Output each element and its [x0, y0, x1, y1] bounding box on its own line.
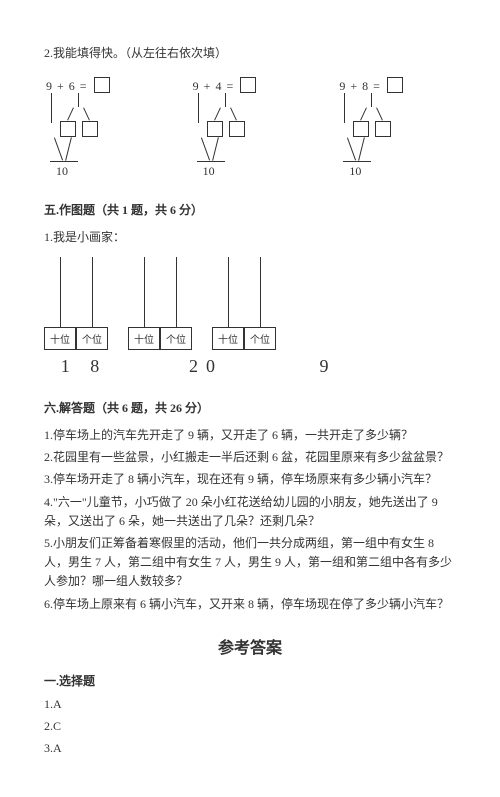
q6-1: 1.停车场上的汽车先开走了 9 辆，又开走了 6 辆，一共开走了多少辆？	[44, 426, 456, 445]
section-5-heading: 五.作图题（共 1 题，共 6 分）	[44, 201, 456, 218]
q6-2: 2.花园里有一些盆景，小红搬走一半后还剩 6 盆，花园里原来有多少盆盆景？	[44, 448, 456, 467]
eq-2: 9 + 4 = 10	[191, 75, 310, 179]
section-6-heading: 六.解答题（共 6 题，共 26 分）	[44, 399, 456, 416]
place-ten: 十位	[212, 327, 244, 350]
abacus-2: 十位 个位	[128, 257, 192, 350]
abacus-1: 十位 个位	[44, 257, 108, 350]
abacus-numbers: 1 8 20 9	[44, 356, 456, 377]
section-5-q1: 1.我是小画家：	[44, 228, 456, 245]
eq-2-ten: 10	[203, 164, 215, 179]
eq-3: 9 + 8 = 10	[337, 75, 456, 179]
ans-1: 1.A	[44, 695, 456, 714]
eq-2-expr: 9 + 4 =	[193, 77, 257, 94]
answers-sec1: 一.选择题	[44, 672, 456, 689]
eq-3-ten: 10	[349, 164, 361, 179]
abacus-3: 十位 个位	[212, 257, 276, 350]
place-one: 个位	[76, 327, 108, 350]
abacus-row: 十位 个位 十位 个位 十位 个位	[44, 257, 456, 350]
eq-1-expr: 9 + 6 =	[46, 77, 110, 94]
eq-1: 9 + 6 = 10	[44, 75, 163, 179]
equation-row: 9 + 6 = 10 9 + 4 = 10 9 + 8 = 10	[44, 75, 456, 179]
place-ten: 十位	[44, 327, 76, 350]
q6-5: 5.小朋友们正筹备着寒假里的活动，他们一共分成两组，第一组中有女生 8 人，男生…	[44, 534, 456, 592]
q6-4: 4."六一"儿童节，小巧做了 20 朵小红花送给幼儿园的小朋友，她先送出了 9 …	[44, 493, 456, 531]
eq-3-expr: 9 + 8 =	[339, 77, 403, 94]
answers-title: 参考答案	[44, 634, 456, 658]
eq-1-ten: 10	[56, 164, 68, 179]
problem-2-title: 2.我能填得快。（从左往右依次填）	[44, 44, 456, 61]
num-2: 20	[166, 356, 246, 377]
q6-6: 6.停车场上原来有 6 辆小汽车，又开来 8 辆，停车场现在停了多少辆小汽车？	[44, 595, 456, 614]
ans-2: 2.C	[44, 717, 456, 736]
place-ten: 十位	[128, 327, 160, 350]
num-1: 1 8	[44, 356, 124, 377]
place-one: 个位	[160, 327, 192, 350]
ans-3: 3.A	[44, 739, 456, 758]
num-3: 9	[288, 356, 368, 377]
place-one: 个位	[244, 327, 276, 350]
q6-3: 3.停车场开走了 8 辆小汽车，现在还有 9 辆，停车场原来有多少辆小汽车？	[44, 470, 456, 489]
